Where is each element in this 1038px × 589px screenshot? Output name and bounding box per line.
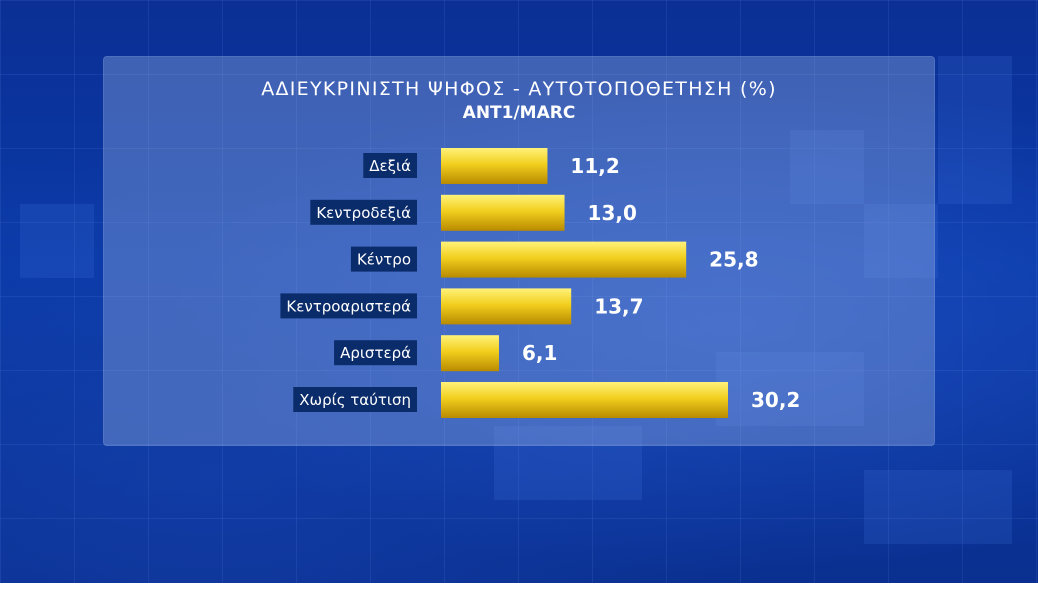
bar-5: [441, 382, 728, 418]
category-label-bg-1: [310, 199, 417, 225]
value-label-0: 11,2: [570, 154, 619, 178]
bottom-strip: [0, 583, 1038, 589]
category-label-2: Κέντρο: [357, 251, 411, 269]
bar-2: [441, 241, 687, 278]
value-label-4: 6,1: [522, 341, 557, 365]
category-label-bg-0: [363, 153, 417, 178]
category-label-5: Χωρίς ταύτιση: [299, 391, 411, 409]
value-label-3: 13,7: [594, 294, 643, 318]
category-label-0: Δεξιά: [369, 157, 411, 175]
category-label-3: Κεντροαριστερά: [286, 297, 411, 315]
bar-3: [441, 288, 572, 325]
category-label-bg-2: [350, 246, 417, 272]
category-label-4: Αριστερά: [340, 344, 411, 362]
category-label-bg-5: [293, 387, 417, 412]
bar-1: [441, 194, 565, 231]
chart-title: ΑΔΙΕΥΚΡΙΝΙΣΤΗ ΨΗΦΟΣ - ΑΥΤΟΤΟΠΟΘΕΤΗΣΗ (%): [261, 78, 777, 100]
category-label-bg-4: [334, 340, 417, 366]
value-label-1: 13,0: [588, 201, 637, 225]
category-label-1: Κεντροδεξιά: [316, 204, 411, 222]
category-label-bg-3: [280, 293, 417, 319]
chart-subtitle: ANT1/MARC: [462, 103, 576, 123]
value-label-5: 30,2: [751, 388, 800, 412]
bar-4: [441, 335, 499, 372]
bar-0: [441, 148, 548, 184]
value-label-2: 25,8: [709, 248, 758, 272]
